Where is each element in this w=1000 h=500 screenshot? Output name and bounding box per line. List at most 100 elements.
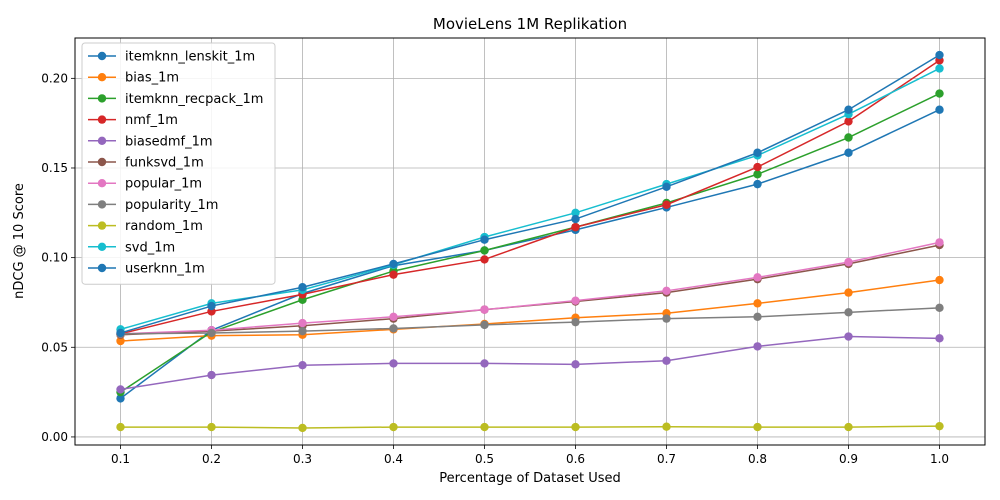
legend-marker bbox=[97, 51, 107, 61]
legend-label: popular_1m bbox=[125, 177, 202, 192]
data-point bbox=[389, 312, 398, 322]
data-point bbox=[480, 255, 489, 264]
x-tick-label: 0.7 bbox=[657, 452, 676, 466]
data-point bbox=[207, 328, 216, 338]
legend-label: bias_1m bbox=[125, 71, 179, 86]
data-point bbox=[753, 273, 762, 282]
data-point bbox=[844, 422, 853, 432]
x-tick-label: 0.3 bbox=[293, 452, 312, 466]
legend-entry: userknn_1m bbox=[88, 262, 205, 277]
data-point bbox=[753, 312, 762, 322]
legend-label: biasedmf_1m bbox=[125, 134, 213, 149]
legend-label: funksvd_1m bbox=[125, 156, 204, 171]
y-tick-label: 0.05 bbox=[41, 340, 68, 354]
y-axis-label: nDCG @ 10 Score bbox=[12, 183, 27, 299]
legend-box bbox=[81, 42, 276, 285]
data-point bbox=[571, 360, 580, 369]
data-point bbox=[844, 133, 853, 142]
x-tick-label: 0.2 bbox=[202, 452, 221, 466]
legend-entry: popular_1m bbox=[88, 177, 202, 192]
series-line bbox=[120, 54, 940, 334]
data-point bbox=[662, 356, 671, 365]
data-point bbox=[298, 361, 307, 370]
data-point bbox=[480, 305, 489, 314]
data-point bbox=[935, 303, 944, 313]
data-point bbox=[844, 257, 853, 267]
data-point bbox=[753, 162, 762, 172]
data-point bbox=[935, 421, 944, 431]
legend-marker bbox=[97, 73, 107, 82]
legend-label: itemknn_recpack_1m bbox=[125, 92, 263, 107]
data-point bbox=[480, 422, 489, 432]
x-tick-label: 0.1 bbox=[111, 452, 130, 466]
legend-marker bbox=[97, 242, 107, 251]
x-axis-label: Percentage of Dataset Used bbox=[439, 471, 621, 486]
data-point bbox=[389, 270, 398, 279]
x-tick-label: 0.5 bbox=[475, 452, 494, 466]
data-point bbox=[298, 318, 307, 328]
data-point bbox=[844, 332, 853, 341]
legend-entry: funksvd_1m bbox=[88, 156, 204, 171]
series-line bbox=[120, 335, 940, 391]
data-point bbox=[753, 299, 762, 308]
data-point bbox=[298, 423, 307, 433]
data-point bbox=[571, 296, 580, 305]
series-biasedmf_1m bbox=[116, 332, 944, 394]
data-point bbox=[389, 259, 398, 269]
data-point bbox=[389, 359, 398, 368]
series-userknn_1m bbox=[116, 50, 944, 338]
legend-marker bbox=[97, 94, 107, 103]
legend-entry: popularity_1m bbox=[88, 198, 218, 213]
data-point bbox=[935, 238, 944, 247]
y-tick-label: 0.10 bbox=[41, 251, 68, 265]
data-point bbox=[116, 336, 125, 346]
data-point bbox=[116, 394, 125, 403]
series-line bbox=[120, 59, 940, 335]
series-line bbox=[120, 279, 940, 342]
legend-marker bbox=[97, 179, 107, 188]
series-layer bbox=[116, 50, 944, 433]
legend-label: popularity_1m bbox=[125, 198, 218, 213]
data-point bbox=[298, 326, 307, 336]
data-point bbox=[571, 422, 580, 432]
legend-marker bbox=[97, 157, 107, 167]
series-line bbox=[120, 241, 940, 335]
data-point bbox=[298, 283, 307, 292]
legend-marker bbox=[97, 200, 107, 209]
legend: itemknn_lenskit_1m bias_1m itemknn_recpack… bbox=[81, 42, 276, 285]
data-point bbox=[935, 334, 944, 343]
data-point bbox=[753, 148, 762, 157]
series-random_1m bbox=[116, 421, 944, 433]
legend-label: nmf_1m bbox=[125, 113, 178, 128]
data-point bbox=[753, 422, 762, 432]
data-point bbox=[935, 64, 944, 73]
data-point bbox=[389, 324, 398, 333]
data-point bbox=[116, 422, 125, 432]
series-line bbox=[120, 307, 940, 335]
data-point bbox=[844, 117, 853, 126]
data-point bbox=[480, 246, 489, 255]
series-popular_1m bbox=[116, 238, 944, 339]
data-point bbox=[662, 182, 671, 192]
y-tick-label: 0.15 bbox=[41, 161, 68, 175]
data-point bbox=[662, 286, 671, 296]
legend-entry: itemknn_lenskit_1m bbox=[88, 50, 255, 65]
legend-entry: itemknn_recpack_1m bbox=[88, 92, 263, 107]
x-tick-label: 0.8 bbox=[748, 452, 767, 466]
data-point bbox=[571, 222, 580, 232]
series-line bbox=[120, 425, 940, 429]
data-point bbox=[389, 422, 398, 432]
data-point bbox=[753, 170, 762, 179]
x-axis: 0.1 0.2 0.3 0.4 0.5 0.6 0.7 0.8 0.9 1.0 bbox=[111, 445, 949, 466]
legend-entry: bias_1m bbox=[88, 71, 179, 86]
data-point bbox=[844, 105, 853, 114]
legend-label: itemknn_lenskit_1m bbox=[125, 50, 255, 65]
data-point bbox=[207, 370, 216, 380]
data-point bbox=[935, 50, 944, 60]
plot-frame bbox=[74, 37, 986, 446]
data-point bbox=[844, 288, 853, 297]
data-point bbox=[480, 235, 489, 244]
legend-marker bbox=[97, 263, 107, 273]
legend-entry: svd_1m bbox=[88, 240, 175, 255]
y-tick-label: 0.00 bbox=[41, 430, 68, 444]
